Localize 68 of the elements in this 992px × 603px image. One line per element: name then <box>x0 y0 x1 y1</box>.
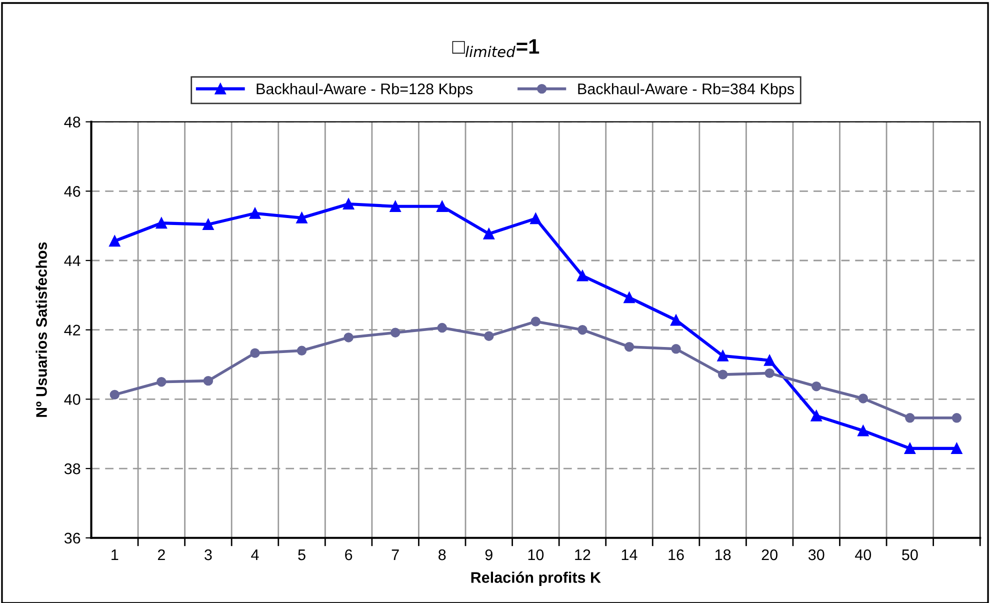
point <box>296 346 307 356</box>
x-tick-label: 20 <box>762 549 778 560</box>
x-tick-label: 7 <box>392 550 399 560</box>
point <box>951 442 962 454</box>
x-tick-label: 4 <box>251 550 259 560</box>
point <box>344 332 354 342</box>
point <box>250 348 260 358</box>
point <box>952 413 962 423</box>
point <box>530 316 541 326</box>
point <box>810 410 822 422</box>
y-tick-label: 46 <box>64 186 80 197</box>
x-tick-label: 8 <box>438 549 446 560</box>
point <box>109 236 120 247</box>
point <box>624 292 635 304</box>
y-tick-label: 48 <box>64 116 80 128</box>
point <box>296 212 308 224</box>
point <box>156 376 166 387</box>
point <box>437 322 447 333</box>
x-tick-label: 2 <box>158 549 165 560</box>
point <box>671 344 681 354</box>
x-tick-label: 14 <box>622 550 638 560</box>
legend-label: Backhaul-Aware - Rb=384 Kbps <box>578 83 794 98</box>
point <box>717 350 728 362</box>
point <box>203 376 214 386</box>
point <box>390 200 401 212</box>
point <box>905 413 915 423</box>
point <box>904 442 916 454</box>
point <box>718 370 728 380</box>
y-tick-label: 42 <box>64 324 80 336</box>
point <box>110 390 120 400</box>
point <box>483 228 494 240</box>
point <box>858 394 868 404</box>
point <box>812 381 822 392</box>
x-tick-label: 18 <box>715 549 731 560</box>
point <box>484 331 494 341</box>
point <box>390 328 400 338</box>
x-tick-label: 12 <box>575 549 590 560</box>
x-tick-label: 1 <box>112 550 118 560</box>
point <box>858 425 869 436</box>
point <box>624 342 634 352</box>
y-tick-label: 40 <box>64 394 80 405</box>
point <box>530 212 542 224</box>
x-tick-label: 30 <box>808 549 824 560</box>
point <box>156 217 167 229</box>
point <box>436 200 448 212</box>
x-tick-label: 6 <box>345 549 352 560</box>
point <box>249 208 261 219</box>
x-tick-label: 3 <box>204 549 212 560</box>
y-tick-label: 36 <box>64 532 80 544</box>
point <box>576 270 588 282</box>
x-tick-label: 5 <box>298 550 306 560</box>
x-tick-label: 10 <box>528 549 544 560</box>
point <box>343 198 354 210</box>
x-tick-label: 40 <box>855 549 872 560</box>
x-axis-title: Relación profits K <box>471 572 601 586</box>
y-axis-title: Nº Usuarios Satisfechos <box>36 242 47 417</box>
point <box>764 368 774 378</box>
point <box>202 218 214 230</box>
y-tick-label: 44 <box>64 256 80 266</box>
point <box>764 354 776 366</box>
point <box>578 324 588 335</box>
y-tick-label: 38 <box>64 463 80 474</box>
point <box>670 314 682 326</box>
x-tick-label: 50 <box>902 549 918 560</box>
chart-title: □$_{limited}$=1 <box>452 39 540 58</box>
x-tick-label: 9 <box>485 549 492 560</box>
x-tick-label: 16 <box>668 549 684 560</box>
legend-label: Backhaul-Aware - Rb=128 Kbps <box>256 83 473 98</box>
